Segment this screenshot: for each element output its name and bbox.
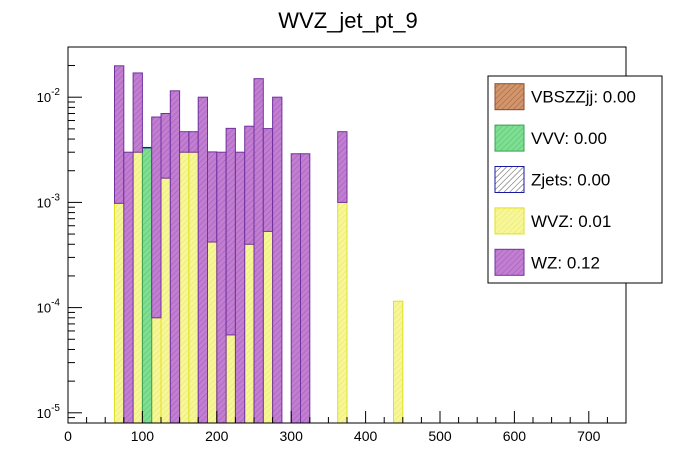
x-tick-label: 300 bbox=[280, 428, 304, 444]
bar-wz-13 bbox=[244, 125, 255, 245]
legend-label-zjets: Zjets: 0.00 bbox=[531, 171, 610, 190]
bar-wvz-11 bbox=[393, 300, 404, 424]
x-tick-label: 100 bbox=[131, 428, 155, 444]
bar-wvz-1 bbox=[132, 151, 143, 424]
legend-swatch-vbszzjj bbox=[494, 83, 525, 111]
bar-wz-17 bbox=[290, 153, 302, 424]
x-tick-label: 0 bbox=[64, 428, 72, 444]
bar-wvz-0 bbox=[114, 202, 125, 424]
bar-wvz-3 bbox=[160, 177, 171, 424]
legend-swatch-vvv bbox=[494, 124, 525, 152]
bar-wvz-2 bbox=[151, 317, 162, 424]
bar-wz-3 bbox=[151, 116, 162, 319]
y-axis: 10-5 10-4 10-3 10-2 bbox=[37, 46, 82, 424]
bar-wvz-4 bbox=[179, 151, 190, 424]
bar-wz-7 bbox=[188, 131, 199, 153]
bar-wz-8 bbox=[197, 96, 208, 424]
bar-wz-10 bbox=[216, 151, 227, 424]
legend-swatch-wz bbox=[494, 248, 525, 276]
y-tick-label: 10-5 bbox=[37, 403, 61, 421]
legend-label-wz: WZ: 0.12 bbox=[531, 253, 600, 272]
bar-wz-19 bbox=[337, 131, 348, 203]
legend-label-vvv: VVV: 0.00 bbox=[531, 129, 607, 148]
bar-wz-14 bbox=[253, 78, 264, 424]
bar-wz-11 bbox=[225, 127, 236, 336]
bar-wz-16 bbox=[272, 96, 283, 424]
legend-swatch-wvz bbox=[494, 207, 525, 235]
bar-wz-5 bbox=[169, 90, 181, 424]
bar-wvz-5 bbox=[188, 151, 199, 424]
chart-title: WVZ_jet_pt_9 bbox=[278, 8, 417, 33]
histogram-bars bbox=[114, 65, 404, 424]
bar-wz-9 bbox=[207, 151, 218, 243]
y-tick-label: 10-4 bbox=[37, 298, 61, 316]
x-tick-label: 700 bbox=[577, 428, 601, 444]
x-tick-label: 400 bbox=[354, 428, 378, 444]
x-tick-label: 500 bbox=[428, 428, 452, 444]
x-tick-label: 200 bbox=[205, 428, 229, 444]
bar-wz-2 bbox=[132, 72, 143, 153]
bar-wz-0 bbox=[114, 65, 125, 204]
bar-wvz-6 bbox=[207, 241, 218, 424]
bar-wvz-9 bbox=[262, 230, 274, 424]
bar-vvv-0 bbox=[141, 147, 153, 424]
legend-label-vbszzjj: VBSZZjj: 0.00 bbox=[531, 88, 636, 107]
bar-wz-6 bbox=[179, 131, 190, 153]
bar-wz-12 bbox=[234, 151, 246, 424]
bar-wz-4 bbox=[160, 112, 171, 179]
bar-wz-1 bbox=[123, 151, 134, 424]
bar-wvz-8 bbox=[244, 243, 255, 424]
y-tick-label: 10-3 bbox=[37, 192, 61, 210]
bar-wz-18 bbox=[300, 153, 311, 424]
x-axis: 0 100 200 300 400 500 600 700 bbox=[64, 411, 608, 444]
bar-wz-15 bbox=[262, 128, 274, 232]
legend-swatch-zjets bbox=[494, 166, 525, 193]
legend: VBSZZjj: 0.00 VVV: 0.00 Zjets: 0.00 WVZ: 0.… bbox=[487, 75, 663, 284]
bar-wvz-7 bbox=[225, 334, 236, 424]
x-tick-label: 600 bbox=[503, 428, 527, 444]
legend-label-wvz: WVZ: 0.01 bbox=[531, 212, 611, 231]
bar-wvz-10 bbox=[337, 201, 348, 424]
y-tick-label: 10-2 bbox=[37, 87, 61, 105]
